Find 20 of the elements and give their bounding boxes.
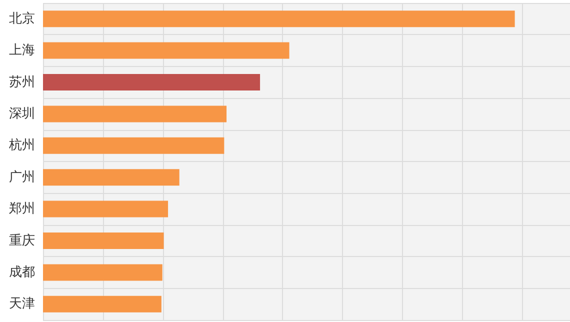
y-tick-label: 上海 [9,43,35,58]
y-tick-label: 天津 [9,296,35,312]
y-tick-label: 杭州 [8,138,35,154]
bar [43,169,180,186]
y-tick-label: 北京 [9,11,35,26]
bar [43,74,260,90]
bar [43,264,162,281]
y-tick-label: 成都 [9,264,35,280]
y-tick-label: 重庆 [9,233,35,248]
y-tick-label: 苏州 [9,74,35,90]
bar [43,106,227,122]
y-tick-label: 深圳 [9,106,35,122]
bar [43,10,515,28]
bar [43,200,168,218]
y-tick-label: 广州 [9,170,35,185]
bar [43,296,162,312]
bar [43,137,224,154]
bar [43,232,164,249]
bar [43,42,290,59]
y-tick-label: 郑州 [9,202,35,217]
